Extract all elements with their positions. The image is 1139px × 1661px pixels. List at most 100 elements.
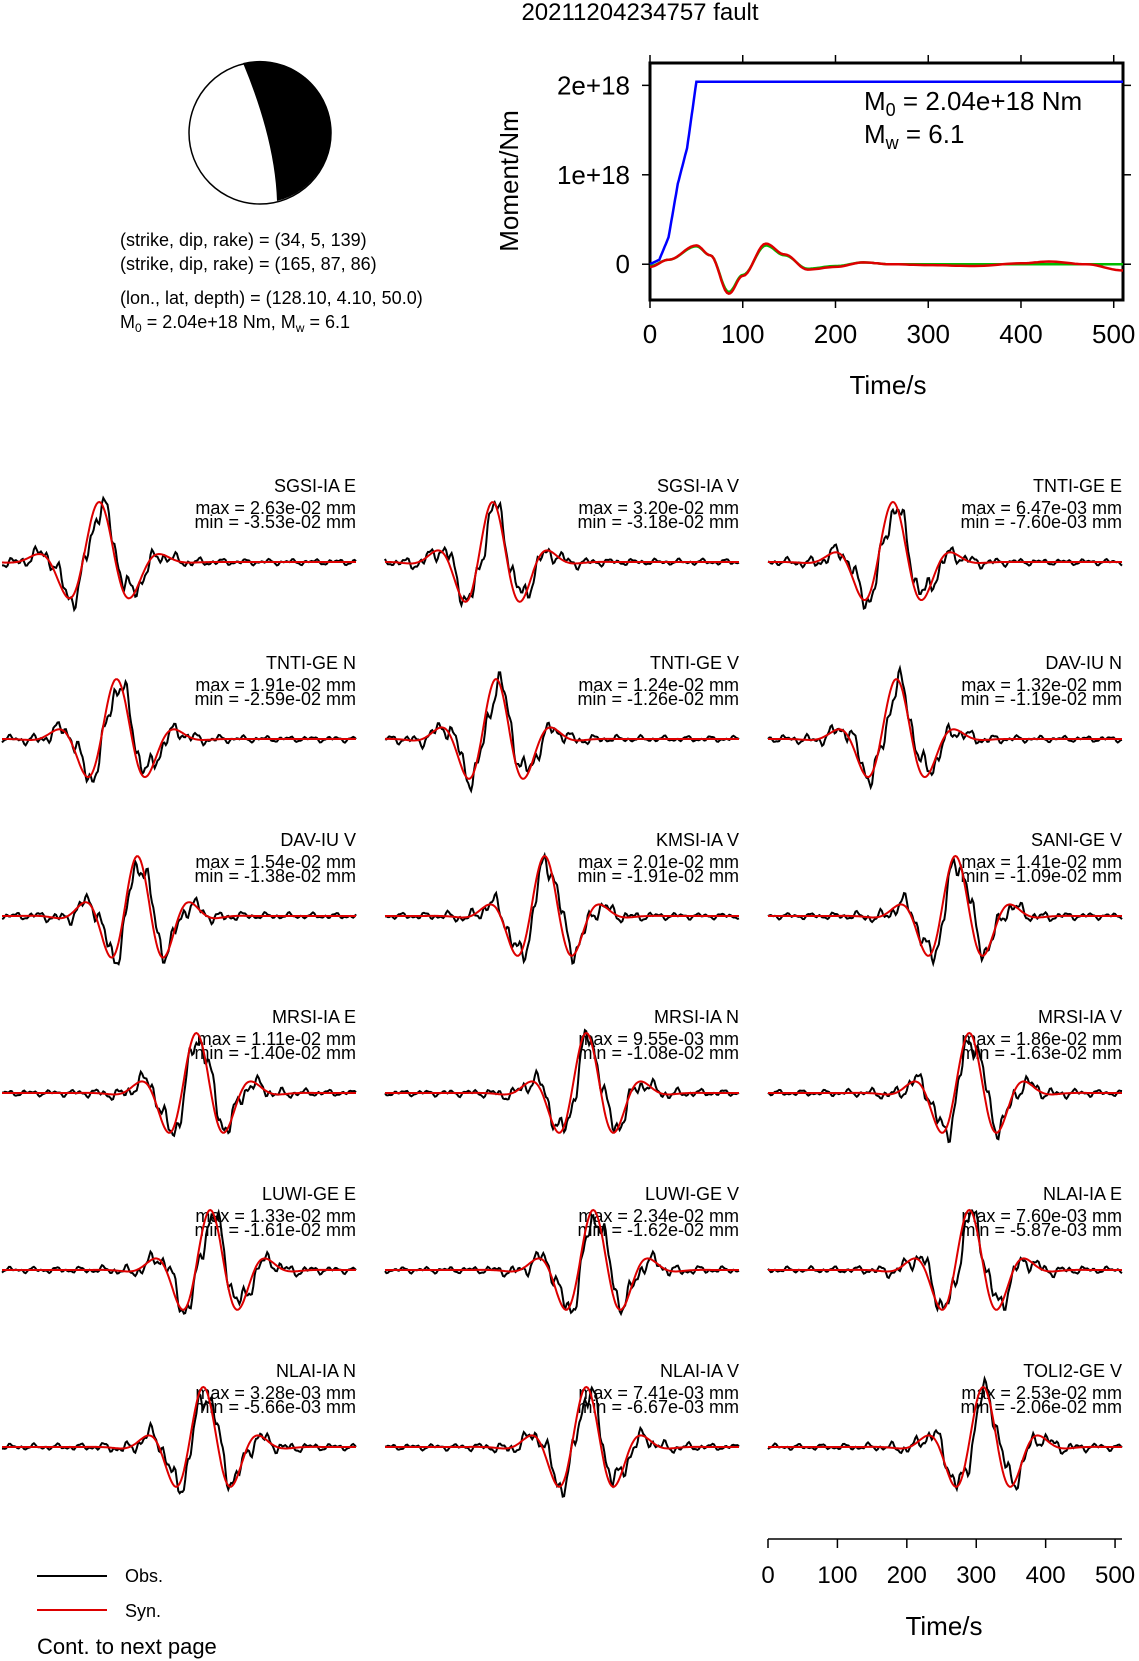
station-max: max = 1.24e-02 mm xyxy=(578,675,739,695)
station-name: TNTI-GE V xyxy=(650,653,739,673)
station-name: LUWI-GE E xyxy=(262,1184,356,1204)
mechanism-text: (strike, dip, rake) = (34, 5, 139) (stri… xyxy=(120,230,423,335)
observed-trace xyxy=(1,858,357,966)
station-min: min = -1.63e-02 mm xyxy=(960,1043,1122,1063)
station-min: min = -1.26e-02 mm xyxy=(577,689,739,709)
moment-x-tick-label: 200 xyxy=(814,319,857,349)
synthetic-trace xyxy=(768,678,1122,779)
observed-trace xyxy=(384,499,740,609)
station-min: min = -7.60e-03 mm xyxy=(960,512,1122,532)
station-name: SGSI-IA E xyxy=(274,476,356,496)
synthetic-trace xyxy=(385,1385,739,1488)
station-max: max = 1.86e-02 mm xyxy=(961,1029,1122,1049)
station-min: min = -1.91e-02 mm xyxy=(577,866,739,886)
moment-y-tick-label: 0 xyxy=(616,249,630,279)
station-name: MRSI-IA E xyxy=(272,1007,356,1027)
nodal-plane-1: (strike, dip, rake) = (34, 5, 139) xyxy=(120,230,367,250)
station-min: min = -1.40e-02 mm xyxy=(194,1043,356,1063)
station-name: TNTI-GE E xyxy=(1033,476,1122,496)
station-min: min = -3.53e-02 mm xyxy=(194,512,356,532)
station-min: min = -1.62e-02 mm xyxy=(577,1220,739,1240)
moment-magnitude-line: M0 = 2.04e+18 Nm, Mw = 6.1 xyxy=(120,312,350,335)
station-name: MRSI-IA N xyxy=(654,1007,739,1027)
waveform-x-tick-label: 300 xyxy=(956,1562,996,1589)
station-min: min = -1.09e-02 mm xyxy=(960,866,1122,886)
station-max: max = 1.33e-02 mm xyxy=(195,1206,356,1226)
waveform-x-tick-label: 100 xyxy=(817,1562,857,1589)
moment-annotation-m0: M0 = 2.04e+18 Nm xyxy=(864,86,1082,120)
station-name: NLAI-IA E xyxy=(1043,1184,1122,1204)
station-min: min = -5.87e-03 mm xyxy=(960,1220,1122,1240)
station-name: NLAI-IA N xyxy=(276,1361,356,1381)
synthetic-trace xyxy=(2,500,356,600)
station-name: DAV-IU N xyxy=(1045,653,1122,673)
synthetic-trace xyxy=(768,854,1122,957)
station-max: max = 1.32e-02 mm xyxy=(961,675,1122,695)
synthetic-trace xyxy=(385,854,739,957)
legend: Obs. Syn. xyxy=(37,1566,163,1621)
station-min: min = -1.08e-02 mm xyxy=(577,1043,739,1063)
synthetic-trace xyxy=(2,1031,356,1134)
legend-obs-label: Obs. xyxy=(125,1566,163,1586)
station-name: MRSI-IA V xyxy=(1038,1007,1122,1027)
observed-trace xyxy=(384,671,740,794)
station-max: max = 1.54e-02 mm xyxy=(195,852,356,872)
station-min: min = -1.61e-02 mm xyxy=(194,1220,356,1240)
synthetic-trace xyxy=(385,501,739,603)
waveform-x-tick-label: 0 xyxy=(761,1562,774,1589)
synthetic-trace xyxy=(768,1208,1122,1311)
station-min: min = -2.06e-02 mm xyxy=(960,1397,1122,1417)
moment-series-0 xyxy=(649,80,1123,266)
station-max: max = 2.34e-02 mm xyxy=(578,1206,739,1226)
figure-title: 20211204234757 fault xyxy=(521,0,758,26)
moment-annotation-mw: Mw = 6.1 xyxy=(864,119,964,153)
synthetic-trace xyxy=(2,855,356,959)
moment-x-tick-label: 400 xyxy=(999,319,1042,349)
station-max: max = 3.28e-03 mm xyxy=(195,1383,356,1403)
moment-x-tick-label: 300 xyxy=(907,319,950,349)
moment-x-tick-label: 0 xyxy=(643,319,657,349)
station-min: min = -2.59e-02 mm xyxy=(194,689,356,709)
moment-series-1 xyxy=(649,244,1123,294)
beachball xyxy=(188,60,332,205)
station-name: LUWI-GE V xyxy=(645,1184,739,1204)
station-max: max = 2.63e-02 mm xyxy=(195,498,356,518)
station-max: max = 1.11e-02 mm xyxy=(197,1029,356,1049)
observed-trace xyxy=(767,507,1123,611)
station-min: min = -1.19e-02 mm xyxy=(960,689,1122,709)
observed-trace xyxy=(384,851,740,965)
station-name: DAV-IU V xyxy=(280,830,356,850)
station-name: KMSI-IA V xyxy=(656,830,739,850)
station-max: max = 7.60e-03 mm xyxy=(961,1206,1122,1226)
station-max: max = 7.41e-03 mm xyxy=(578,1383,739,1403)
station-max: max = 6.47e-03 mm xyxy=(961,498,1122,518)
synthetic-trace xyxy=(768,1385,1122,1488)
synthetic-trace xyxy=(768,500,1122,601)
moment-rate-chart: 0 100 200 300 400 500 0 1e+18 2e+18 Time/s Momen… xyxy=(494,55,1135,400)
station-name: TOLI2-GE V xyxy=(1023,1361,1122,1381)
moment-x-axis-label: Time/s xyxy=(849,370,926,400)
station-min: min = -3.18e-02 mm xyxy=(577,512,739,532)
continuation-note: Cont. to next page xyxy=(37,1634,217,1659)
observed-trace xyxy=(384,1028,740,1135)
moment-x-tick-label: 500 xyxy=(1092,319,1135,349)
moment-series-2 xyxy=(649,242,1124,296)
station-name: SANI-GE V xyxy=(1031,830,1122,850)
synthetic-trace xyxy=(2,1385,356,1488)
moment-y-axis-label: Moment/Nm xyxy=(494,110,524,252)
nodal-plane-2: (strike, dip, rake) = (165, 87, 86) xyxy=(120,254,377,274)
